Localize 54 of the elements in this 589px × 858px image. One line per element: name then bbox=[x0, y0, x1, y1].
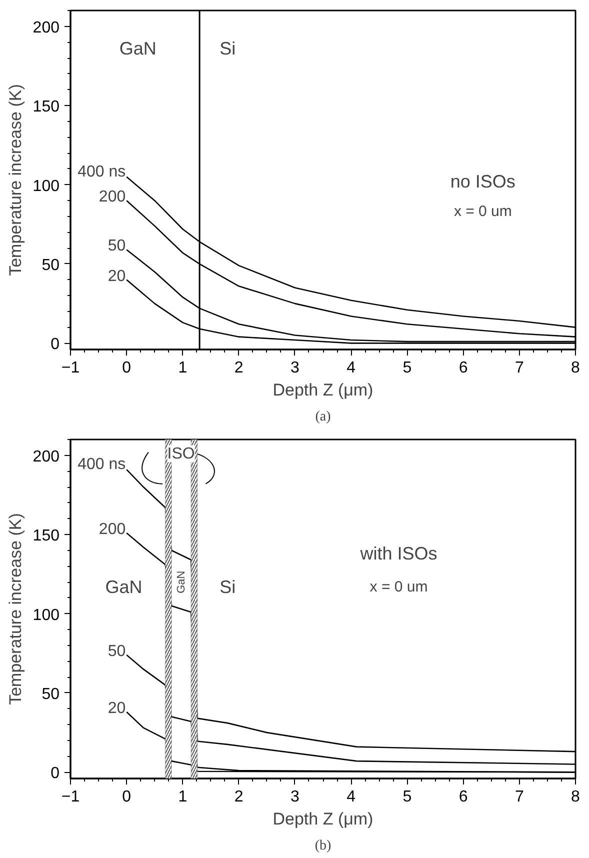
y-tick-label: 150 bbox=[32, 528, 60, 545]
annotation: no ISOs bbox=[450, 172, 516, 192]
series-label: 400 ns bbox=[78, 163, 126, 180]
x-tick-label: 0 bbox=[122, 788, 132, 806]
series-label: 20 bbox=[108, 268, 126, 285]
x-tick-label: 2 bbox=[234, 360, 244, 376]
x-tick-label: 4 bbox=[346, 788, 356, 806]
y-tick-label: 200 bbox=[32, 19, 60, 36]
x-tick-label: 7 bbox=[514, 788, 524, 806]
y-tick-label: 100 bbox=[32, 606, 60, 624]
series-label: 50 bbox=[108, 642, 126, 660]
annotation: Si bbox=[220, 38, 236, 59]
x-tick-label: 3 bbox=[290, 360, 300, 376]
x-tick-label: 8 bbox=[571, 788, 580, 806]
x-tick-label: 8 bbox=[571, 360, 580, 376]
y-axis-title: Temperature increase (K) bbox=[6, 513, 25, 705]
x-tick-label: 2 bbox=[234, 788, 244, 806]
y-tick-label: 0 bbox=[50, 336, 60, 354]
x-tick-label: 0 bbox=[122, 360, 132, 376]
text: (b) bbox=[314, 838, 332, 854]
x-tick-label: 5 bbox=[402, 788, 412, 806]
annotation: x = 0 um bbox=[454, 203, 512, 220]
series-label: 200 bbox=[98, 520, 126, 538]
series-label: 50 bbox=[108, 238, 126, 255]
y-tick-label: 0 bbox=[50, 765, 60, 782]
annotation: Si bbox=[220, 576, 236, 597]
x-axis-title: Depth Z (μm) bbox=[272, 380, 374, 400]
y-tick-label: 50 bbox=[42, 256, 60, 274]
x-tick-label: 1 bbox=[178, 788, 188, 806]
x-tick-label: −1 bbox=[61, 360, 80, 376]
x-tick-label: 5 bbox=[402, 360, 412, 376]
y-tick-label: 150 bbox=[32, 98, 60, 116]
annotation: ISO bbox=[167, 445, 195, 462]
legend-label: 400 ns bbox=[78, 456, 126, 474]
x-tick-label: 6 bbox=[458, 788, 468, 806]
x-tick-label: 6 bbox=[458, 360, 468, 376]
x-tick-label: 4 bbox=[346, 360, 356, 376]
y-axis-title: Temperature increase (K) bbox=[6, 84, 25, 276]
y-tick-label: 200 bbox=[32, 448, 60, 466]
annotation: x = 0 um bbox=[370, 578, 428, 596]
x-tick-label: 7 bbox=[514, 360, 524, 376]
y-tick-label: 100 bbox=[32, 178, 60, 195]
annotation: with ISOs bbox=[359, 544, 438, 564]
annotation: GaN bbox=[119, 38, 156, 59]
y-tick-label: 50 bbox=[42, 686, 60, 703]
x-tick-label: 1 bbox=[178, 360, 188, 376]
x-axis-title: Depth Z (μm) bbox=[272, 810, 374, 828]
annotation: GaN bbox=[175, 570, 188, 594]
series-label: 200 bbox=[98, 188, 126, 206]
text: (a) bbox=[315, 410, 332, 424]
x-tick-label: −1 bbox=[61, 788, 80, 806]
x-tick-label: 3 bbox=[290, 788, 300, 806]
series-label: 20 bbox=[108, 700, 126, 717]
annotation: GaN bbox=[105, 576, 142, 597]
